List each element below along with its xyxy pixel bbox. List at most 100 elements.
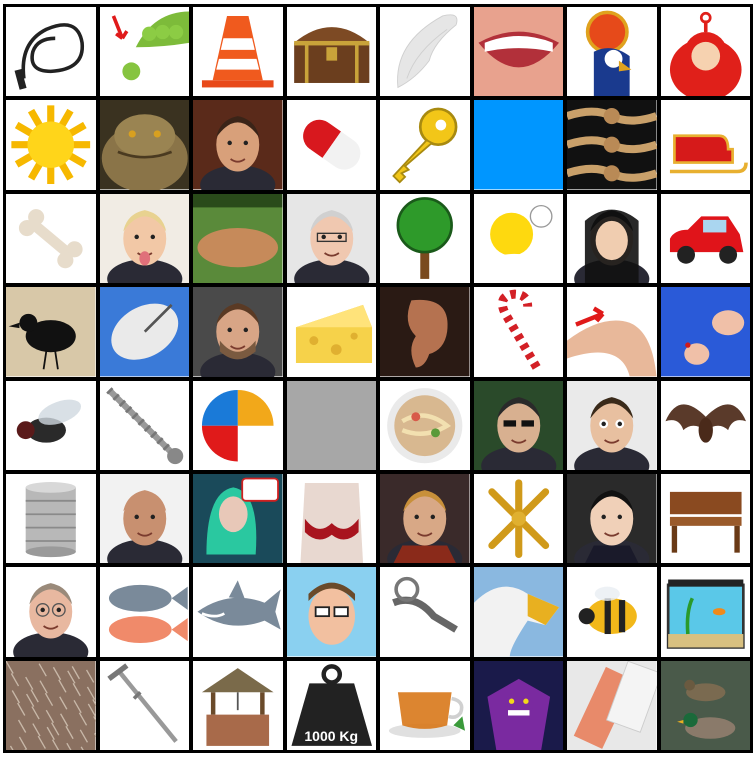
grid-cell[interactable]	[380, 473, 470, 564]
grid-cell[interactable]	[660, 473, 751, 564]
grid-cell[interactable]	[473, 567, 563, 657]
grid-cell[interactable]	[380, 660, 470, 750]
screw-icon	[100, 381, 190, 470]
grid-cell[interactable]	[380, 287, 470, 377]
agent-sunglasses-icon	[473, 380, 563, 470]
grid-cell[interactable]	[6, 473, 96, 564]
bald-man-icon	[99, 473, 189, 564]
grid-cell[interactable]	[6, 567, 96, 657]
grid-cell[interactable]	[660, 100, 751, 190]
key-icon	[380, 100, 470, 189]
blue-square-icon	[473, 100, 563, 190]
grid-cell[interactable]	[6, 7, 96, 97]
grid-cell[interactable]	[567, 473, 657, 564]
shark-icon	[193, 567, 283, 656]
whip-icon	[6, 7, 96, 96]
jacks-toy-icon	[474, 474, 564, 563]
satellite-dish-icon	[99, 287, 189, 377]
grid-cell[interactable]	[286, 193, 376, 284]
grid-cell[interactable]	[380, 193, 470, 284]
grid-cell[interactable]	[567, 380, 657, 470]
weight-icon	[287, 661, 377, 750]
grid-cell[interactable]	[99, 380, 190, 470]
grid-cell[interactable]	[99, 473, 189, 564]
grid-cell[interactable]	[660, 660, 750, 750]
homer-doh-icon	[474, 194, 564, 284]
cheese-icon	[287, 287, 377, 376]
grid-cell[interactable]	[473, 380, 563, 470]
green-hair-singer-icon	[193, 473, 283, 564]
grid-cell[interactable]	[193, 567, 283, 657]
grid-cell[interactable]	[660, 7, 751, 97]
grid-cell[interactable]	[286, 567, 376, 657]
grid-cell[interactable]: 1000 Kg	[286, 660, 377, 750]
grid-cell[interactable]	[567, 567, 657, 657]
aquarium-icon	[661, 567, 751, 656]
grid-cell[interactable]	[473, 287, 563, 377]
zurg-icon	[473, 660, 563, 750]
grid-cell[interactable]	[380, 567, 470, 657]
wishing-well-icon	[193, 661, 283, 750]
grid-cell[interactable]	[193, 7, 283, 97]
teletubby-icon	[661, 7, 751, 97]
grid-cell[interactable]	[286, 287, 377, 377]
grid-cell[interactable]	[473, 100, 563, 190]
grid-cell[interactable]	[286, 100, 376, 190]
grid-cell[interactable]	[6, 380, 96, 470]
grid-cell[interactable]	[193, 660, 283, 750]
grid-cell[interactable]	[380, 100, 470, 190]
grid-cell[interactable]	[99, 287, 189, 377]
sun-icon	[6, 100, 96, 189]
grid-cell[interactable]	[6, 100, 96, 190]
bra-mannequin-icon	[287, 474, 377, 564]
grid-cell[interactable]	[286, 7, 376, 97]
grid-cell[interactable]	[380, 7, 470, 97]
sleigh-icon	[661, 100, 751, 189]
grid-cell[interactable]	[660, 380, 750, 470]
grid-cell[interactable]	[6, 193, 96, 284]
grid-cell[interactable]	[567, 7, 657, 97]
noodle-soup-icon	[380, 381, 470, 470]
grid-cell[interactable]	[99, 100, 189, 190]
grid-cell[interactable]	[567, 287, 657, 377]
grid-cell[interactable]	[99, 7, 189, 97]
ear-icon	[380, 287, 470, 377]
tree-icon	[380, 194, 470, 283]
grid-cell[interactable]	[473, 7, 563, 97]
grid-cell[interactable]	[193, 473, 283, 564]
grid-cell[interactable]	[567, 660, 657, 750]
grid-cell[interactable]	[193, 193, 283, 284]
smiling-mouth-icon	[473, 7, 563, 97]
grid-cell[interactable]	[473, 193, 564, 284]
grid-cell[interactable]	[99, 567, 190, 657]
bone-icon	[6, 194, 96, 283]
smiling-man-glasses-icon	[6, 567, 96, 657]
crow-icon	[6, 287, 96, 377]
grid-cell[interactable]	[286, 380, 376, 470]
grid-cell[interactable]	[473, 473, 564, 564]
grid-cell[interactable]	[567, 193, 657, 284]
grid-cell[interactable]	[567, 100, 657, 190]
bearded-man-icon	[193, 287, 283, 377]
grid-cell[interactable]	[6, 287, 96, 377]
grid-cell[interactable]	[193, 287, 283, 377]
fly-icon	[6, 381, 96, 470]
grid-cell[interactable]	[6, 660, 96, 750]
grid-cell[interactable]	[286, 473, 377, 564]
grid-cell[interactable]	[660, 567, 751, 657]
pea-pod-icon	[100, 7, 189, 96]
grid-cell[interactable]	[380, 380, 470, 470]
eagle-icon	[473, 567, 563, 657]
grid-cell[interactable]	[99, 660, 189, 750]
grid-cell[interactable]	[99, 193, 189, 284]
tilapia-fish-icon	[100, 567, 190, 656]
red-car-icon	[661, 194, 751, 283]
grid-cell[interactable]	[193, 100, 283, 190]
grid-cell[interactable]	[193, 380, 283, 470]
grid-cell[interactable]	[660, 193, 751, 284]
wooden-bench-icon	[661, 474, 751, 563]
man-portrait-icon	[193, 100, 283, 190]
grid-cell[interactable]	[660, 287, 750, 377]
tea-cup-icon	[380, 661, 470, 750]
grid-cell[interactable]	[473, 660, 563, 750]
